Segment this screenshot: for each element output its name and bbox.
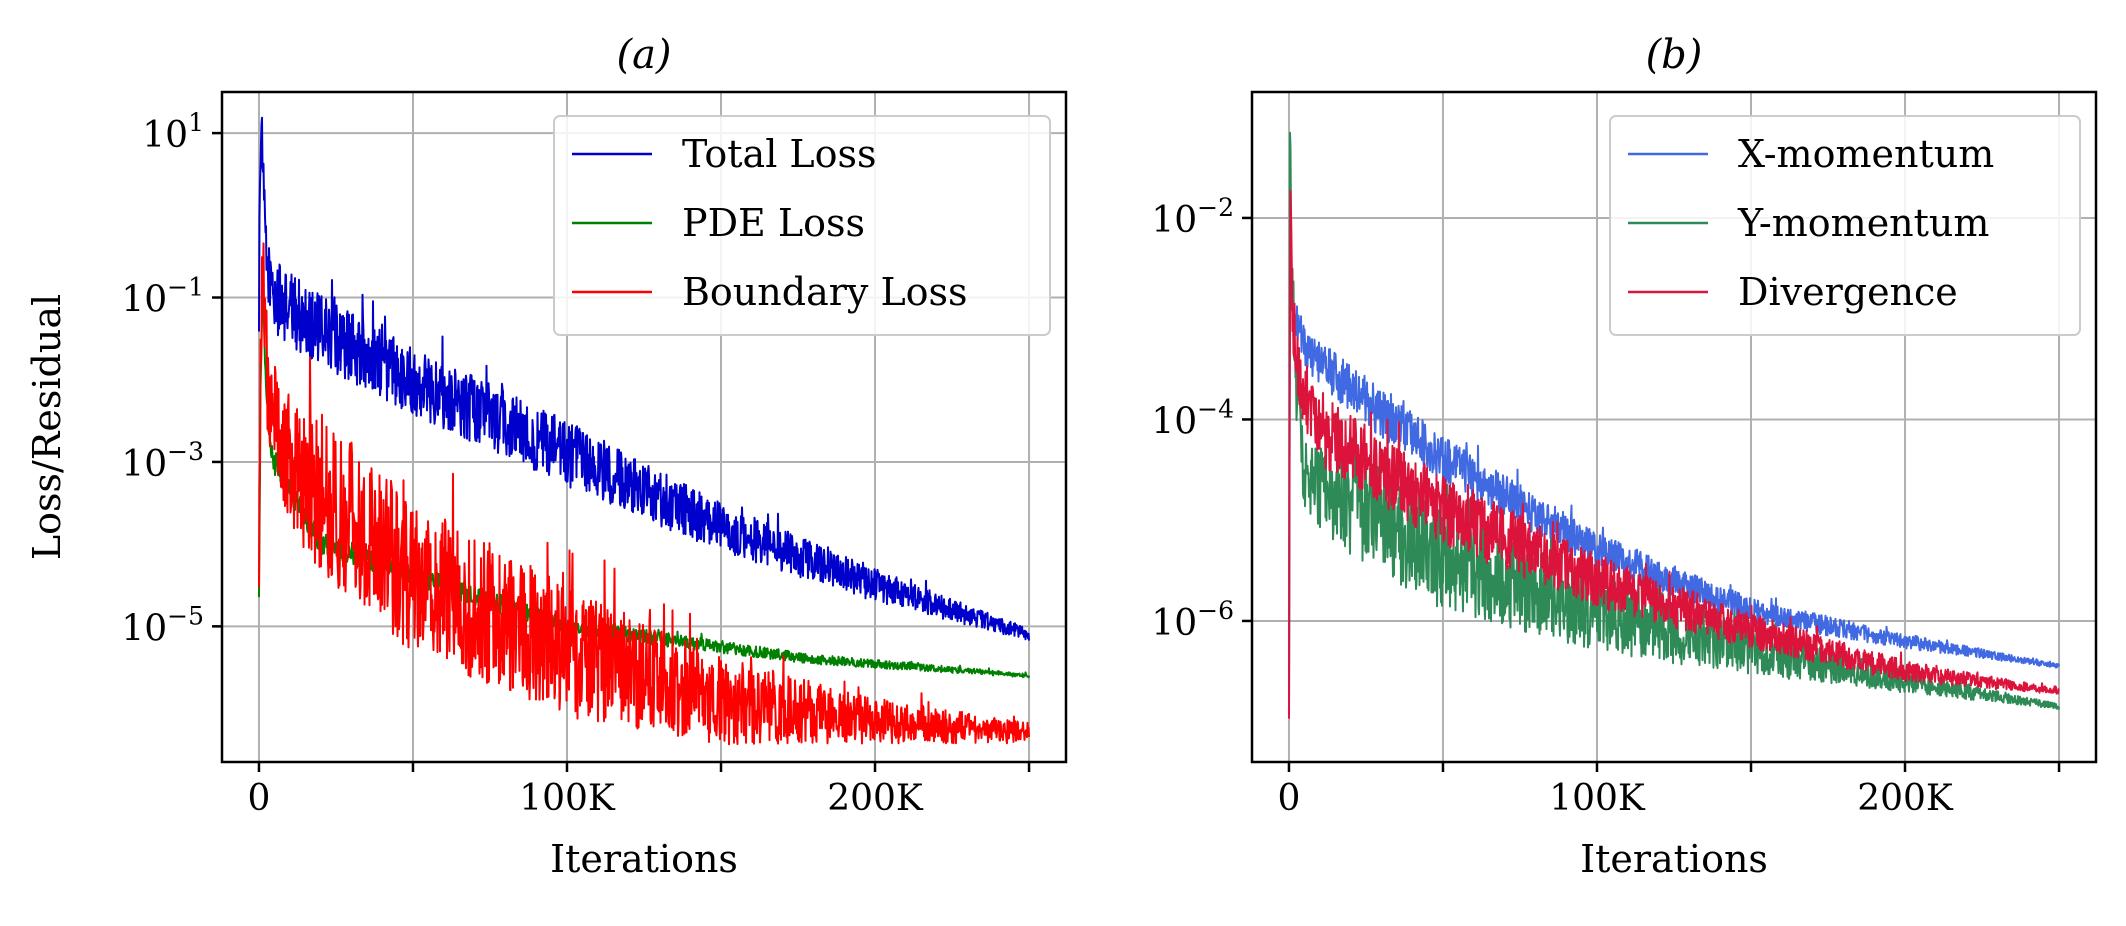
x-tick-label: 0 [1278, 778, 1301, 819]
legend-entry: Total Loss [682, 132, 877, 176]
plot-area [1288, 131, 2060, 719]
y-tick-exponent: −4 [1197, 394, 1234, 423]
y-tick-label: 10−3 [121, 437, 204, 485]
y-tick-exponent: −3 [167, 437, 204, 466]
y-tick-exponent: −5 [167, 601, 204, 630]
legend-entry: Y-momentum [1737, 201, 1989, 245]
y-tick-label: 10−1 [121, 273, 204, 321]
y-tick-base: 10 [121, 608, 167, 649]
x-tick-label: 200K [1857, 778, 1954, 819]
y-tick-base: 10 [142, 115, 188, 156]
series-line-total-loss [258, 116, 1030, 641]
y-axis-label: Loss/Residual [25, 294, 69, 560]
series-line-x-momentum [1288, 264, 2060, 716]
y-tick-exponent: −2 [1197, 193, 1234, 222]
series-line-divergence [1288, 189, 2060, 719]
y-tick-base: 10 [1151, 401, 1197, 442]
x-tick-label: 200K [827, 778, 924, 819]
plot-area [258, 116, 1030, 746]
x-tick-label: 100K [519, 778, 616, 819]
panel-title: (a) [616, 32, 671, 78]
y-tick-exponent: −1 [167, 273, 204, 302]
legend-box [1609, 115, 2081, 336]
axes-frame [1250, 90, 2098, 764]
legend: Total Loss PDE Loss Boundary Loss [553, 115, 1051, 336]
y-tick-exponent: 1 [188, 108, 204, 137]
x-tick-label: 100K [1549, 778, 1646, 819]
series-line-boundary-loss [258, 242, 1030, 746]
y-tick-label: 10−5 [121, 601, 204, 649]
x-axis-label: Iterations [1580, 837, 1768, 881]
y-tick-label: 101 [142, 108, 204, 156]
axes-frame [220, 90, 1068, 764]
x-tick-label: 0 [248, 778, 271, 819]
y-tick-exponent: −6 [1197, 596, 1234, 625]
panel-title: (b) [1646, 32, 1703, 78]
legend-box [553, 115, 1051, 336]
legend-entry: X-momentum [1738, 132, 1994, 176]
legend: X-momentum Y-momentum Divergence [1609, 115, 2081, 336]
y-tick-label: 10−2 [1151, 193, 1234, 241]
legend-entry: PDE Loss [682, 201, 865, 245]
y-tick-label: 10−4 [1151, 394, 1234, 442]
legend-entry: Divergence [1738, 270, 1958, 314]
y-tick-base: 10 [121, 444, 167, 485]
y-tick-label: 10−6 [1151, 596, 1234, 644]
y-tick-base: 10 [1151, 200, 1197, 241]
y-tick-base: 10 [1151, 603, 1197, 644]
panel-b: 0 100K 200K10−210−410−6(b)IterationsX-mome… [1151, 32, 2098, 881]
y-tick-base: 10 [121, 280, 167, 321]
panel-a: 0 100K 200K10110−110−310−5(a)IterationsLos… [25, 32, 1068, 881]
x-axis-label: Iterations [550, 837, 738, 881]
legend-entry: Boundary Loss [682, 270, 968, 314]
